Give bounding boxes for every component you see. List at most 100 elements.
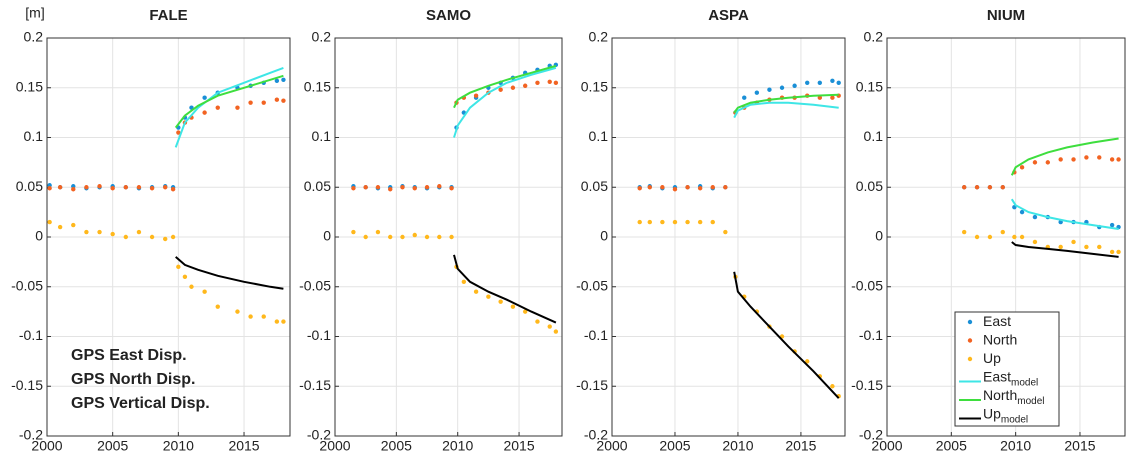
data-point — [363, 185, 368, 190]
data-point — [215, 105, 220, 110]
y-tick-label: -0.1 — [584, 327, 608, 343]
data-point — [522, 83, 528, 88]
data-point — [1019, 165, 1025, 170]
data-point — [1084, 155, 1089, 160]
data-point — [510, 304, 516, 309]
legend-name: Up — [983, 350, 1001, 366]
data-point — [1071, 239, 1076, 245]
data-point — [351, 229, 356, 235]
legend-label: Northmodel — [983, 387, 1044, 407]
y-tick-label: 0.05 — [16, 178, 43, 194]
data-point — [817, 80, 823, 85]
data-point — [830, 95, 835, 100]
data-point — [742, 95, 747, 100]
data-point — [57, 185, 63, 190]
y-tick-label: 0 — [875, 228, 883, 244]
data-point — [710, 219, 715, 225]
data-point — [47, 186, 52, 191]
data-point — [202, 95, 207, 100]
data-point — [1000, 185, 1005, 190]
data-point — [136, 185, 142, 190]
data-point — [1097, 155, 1102, 160]
legend-label: East — [983, 313, 1011, 329]
data-point — [779, 85, 785, 90]
data-point — [176, 264, 181, 270]
x-tick-label: 2005 — [97, 438, 128, 454]
data-point — [535, 80, 540, 85]
y-tick-label: -0.15 — [11, 377, 43, 393]
data-point — [1019, 234, 1025, 240]
data-point — [84, 185, 89, 190]
data-point — [660, 219, 665, 225]
y-tick-label: -0.1 — [859, 327, 883, 343]
y-tick-label: 0.1 — [589, 128, 609, 144]
legend-label: Up — [983, 350, 1001, 366]
y-tick-label: 0.15 — [856, 78, 883, 94]
data-point — [498, 87, 503, 92]
legend-name: North — [983, 331, 1017, 347]
data-point — [71, 222, 76, 228]
y-tick-label: 0.05 — [581, 178, 608, 194]
data-point — [437, 184, 442, 189]
model-line — [733, 93, 839, 114]
x-tick-label: 2010 — [722, 438, 753, 454]
data-point — [522, 309, 528, 314]
data-point — [535, 319, 540, 324]
y-axis-label: [m] — [25, 5, 44, 21]
data-point — [449, 234, 454, 240]
data-point — [412, 186, 417, 191]
data-point — [836, 80, 841, 85]
axes-frame — [46, 37, 291, 437]
y-tick-label: 0 — [35, 228, 43, 244]
data-point — [123, 234, 129, 240]
y-tick-label: 0.15 — [304, 78, 331, 94]
y-tick-label: -0.15 — [576, 377, 608, 393]
data-point — [248, 314, 253, 319]
x-tick-label: 2000 — [319, 438, 350, 454]
data-point — [961, 185, 967, 190]
x-tick-label: 2015 — [1064, 438, 1095, 454]
data-point — [1116, 249, 1121, 255]
data-point — [149, 186, 155, 191]
data-point — [817, 95, 823, 100]
y-tick-label: 0.1 — [312, 128, 332, 144]
annotation: GPS East Disp. — [71, 347, 187, 364]
data-point — [189, 284, 194, 289]
data-point — [1109, 249, 1115, 255]
data-point — [637, 186, 642, 191]
data-point — [97, 184, 102, 189]
data-point — [400, 185, 405, 190]
data-point — [84, 229, 89, 235]
axes-frame — [611, 37, 846, 437]
model-line — [1011, 241, 1119, 258]
data-point — [351, 186, 356, 191]
legend-name: East — [983, 368, 1011, 384]
y-tick-label: 0.1 — [24, 128, 44, 144]
y-tick-label: -0.1 — [307, 327, 331, 343]
model-line — [175, 256, 284, 290]
y-tick-label: -0.05 — [299, 277, 331, 293]
chart-title: NIUM — [987, 7, 1025, 24]
chart-title: SAMO — [426, 7, 471, 24]
data-point — [473, 93, 479, 98]
y-tick-label: 0.15 — [16, 78, 43, 94]
data-point — [1058, 157, 1063, 162]
data-point — [805, 80, 810, 85]
x-tick-label: 2000 — [31, 438, 62, 454]
axes-frame — [886, 37, 1126, 437]
x-tick-label: 2015 — [228, 438, 259, 454]
legend-swatch — [967, 338, 973, 343]
data-point — [281, 98, 286, 103]
data-point — [473, 289, 479, 294]
y-tick-label: -0.1 — [19, 327, 43, 343]
y-tick-label: 0.05 — [856, 178, 883, 194]
data-point — [123, 185, 129, 190]
y-tick-label: 0.2 — [312, 29, 332, 45]
data-point — [375, 185, 381, 190]
data-point — [547, 79, 552, 84]
legend-label: Eastmodel — [983, 368, 1038, 388]
data-point — [1071, 157, 1076, 162]
data-point — [235, 105, 240, 110]
